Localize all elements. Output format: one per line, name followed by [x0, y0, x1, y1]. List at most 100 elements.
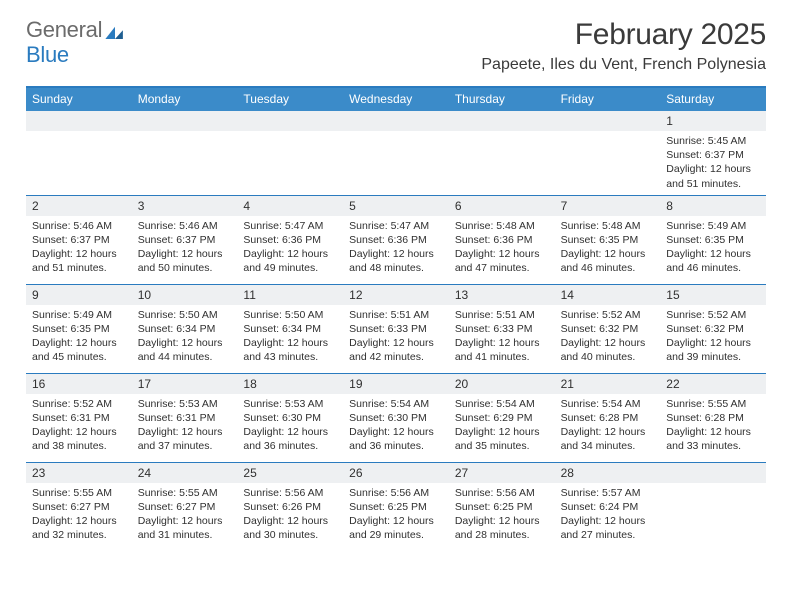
day-number: 24: [132, 463, 238, 483]
day-number: 28: [555, 463, 661, 483]
day-details: Sunrise: 5:52 AMSunset: 6:32 PMDaylight:…: [660, 305, 766, 369]
calendar-grid: SundayMondayTuesdayWednesdayThursdayFrid…: [26, 86, 766, 551]
calendar-week: 1Sunrise: 5:45 AMSunset: 6:37 PMDaylight…: [26, 111, 766, 195]
sunrise-line: Sunrise: 5:54 AM: [561, 397, 655, 411]
day-number: 25: [237, 463, 343, 483]
daylight-line-1: Daylight: 12 hours: [32, 514, 126, 528]
daylight-line-1: Daylight: 12 hours: [561, 514, 655, 528]
day-details: Sunrise: 5:56 AMSunset: 6:26 PMDaylight:…: [237, 483, 343, 547]
day-number: 15: [660, 285, 766, 305]
day-details: Sunrise: 5:47 AMSunset: 6:36 PMDaylight:…: [343, 216, 449, 280]
day-details: Sunrise: 5:50 AMSunset: 6:34 PMDaylight:…: [237, 305, 343, 369]
day-cell: 7Sunrise: 5:48 AMSunset: 6:35 PMDaylight…: [555, 196, 661, 284]
sunset-line: Sunset: 6:36 PM: [243, 233, 337, 247]
day-details: Sunrise: 5:56 AMSunset: 6:25 PMDaylight:…: [449, 483, 555, 547]
daylight-line-1: Daylight: 12 hours: [455, 247, 549, 261]
daylight-line-1: Daylight: 12 hours: [666, 336, 760, 350]
weekday-header: Thursday: [449, 88, 555, 111]
day-details: Sunrise: 5:53 AMSunset: 6:31 PMDaylight:…: [132, 394, 238, 458]
daylight-line-2: and 42 minutes.: [349, 350, 443, 364]
day-number: 1: [660, 111, 766, 131]
daylight-line-2: and 46 minutes.: [666, 261, 760, 275]
day-cell: 27Sunrise: 5:56 AMSunset: 6:25 PMDayligh…: [449, 463, 555, 551]
day-number: 16: [26, 374, 132, 394]
daylight-line-1: Daylight: 12 hours: [561, 425, 655, 439]
day-cell: 13Sunrise: 5:51 AMSunset: 6:33 PMDayligh…: [449, 285, 555, 373]
sunset-line: Sunset: 6:35 PM: [32, 322, 126, 336]
empty-cell: [449, 111, 555, 195]
daylight-line-1: Daylight: 12 hours: [349, 247, 443, 261]
daylight-line-2: and 33 minutes.: [666, 439, 760, 453]
day-cell: 26Sunrise: 5:56 AMSunset: 6:25 PMDayligh…: [343, 463, 449, 551]
day-cell: 5Sunrise: 5:47 AMSunset: 6:36 PMDaylight…: [343, 196, 449, 284]
day-cell: 28Sunrise: 5:57 AMSunset: 6:24 PMDayligh…: [555, 463, 661, 551]
daylight-line-2: and 30 minutes.: [243, 528, 337, 542]
sunrise-line: Sunrise: 5:52 AM: [561, 308, 655, 322]
daylight-line-2: and 51 minutes.: [32, 261, 126, 275]
daylight-line-1: Daylight: 12 hours: [243, 425, 337, 439]
daylight-line-1: Daylight: 12 hours: [561, 336, 655, 350]
daylight-line-1: Daylight: 12 hours: [32, 336, 126, 350]
day-cell: 8Sunrise: 5:49 AMSunset: 6:35 PMDaylight…: [660, 196, 766, 284]
sunset-line: Sunset: 6:33 PM: [349, 322, 443, 336]
weekday-header: Tuesday: [237, 88, 343, 111]
day-details: Sunrise: 5:55 AMSunset: 6:28 PMDaylight:…: [660, 394, 766, 458]
sunrise-line: Sunrise: 5:49 AM: [32, 308, 126, 322]
daylight-line-1: Daylight: 12 hours: [138, 247, 232, 261]
sunrise-line: Sunrise: 5:50 AM: [243, 308, 337, 322]
day-number: [449, 111, 555, 131]
daylight-line-1: Daylight: 12 hours: [138, 514, 232, 528]
daylight-line-2: and 43 minutes.: [243, 350, 337, 364]
title-block: February 2025 Papeete, Iles du Vent, Fre…: [481, 18, 766, 74]
day-cell: 1Sunrise: 5:45 AMSunset: 6:37 PMDaylight…: [660, 111, 766, 195]
day-number: 9: [26, 285, 132, 305]
sunset-line: Sunset: 6:28 PM: [666, 411, 760, 425]
daylight-line-2: and 28 minutes.: [455, 528, 549, 542]
sunset-line: Sunset: 6:37 PM: [32, 233, 126, 247]
day-details: Sunrise: 5:45 AMSunset: 6:37 PMDaylight:…: [660, 131, 766, 195]
sunrise-line: Sunrise: 5:48 AM: [455, 219, 549, 233]
day-details: Sunrise: 5:54 AMSunset: 6:30 PMDaylight:…: [343, 394, 449, 458]
sunrise-line: Sunrise: 5:55 AM: [666, 397, 760, 411]
sunrise-line: Sunrise: 5:48 AM: [561, 219, 655, 233]
daylight-line-2: and 48 minutes.: [349, 261, 443, 275]
day-cell: 11Sunrise: 5:50 AMSunset: 6:34 PMDayligh…: [237, 285, 343, 373]
sunrise-line: Sunrise: 5:57 AM: [561, 486, 655, 500]
sunset-line: Sunset: 6:25 PM: [349, 500, 443, 514]
sunset-line: Sunset: 6:34 PM: [138, 322, 232, 336]
empty-cell: [26, 111, 132, 195]
day-cell: 20Sunrise: 5:54 AMSunset: 6:29 PMDayligh…: [449, 374, 555, 462]
daylight-line-2: and 38 minutes.: [32, 439, 126, 453]
sunset-line: Sunset: 6:27 PM: [32, 500, 126, 514]
day-number: 14: [555, 285, 661, 305]
day-details: Sunrise: 5:54 AMSunset: 6:29 PMDaylight:…: [449, 394, 555, 458]
day-number: 6: [449, 196, 555, 216]
day-details: Sunrise: 5:54 AMSunset: 6:28 PMDaylight:…: [555, 394, 661, 458]
daylight-line-2: and 29 minutes.: [349, 528, 443, 542]
sunset-line: Sunset: 6:25 PM: [455, 500, 549, 514]
sunrise-line: Sunrise: 5:53 AM: [243, 397, 337, 411]
sunrise-line: Sunrise: 5:51 AM: [455, 308, 549, 322]
day-cell: 2Sunrise: 5:46 AMSunset: 6:37 PMDaylight…: [26, 196, 132, 284]
sunset-line: Sunset: 6:26 PM: [243, 500, 337, 514]
day-details: Sunrise: 5:49 AMSunset: 6:35 PMDaylight:…: [660, 216, 766, 280]
daylight-line-1: Daylight: 12 hours: [243, 247, 337, 261]
sunset-line: Sunset: 6:36 PM: [455, 233, 549, 247]
daylight-line-2: and 34 minutes.: [561, 439, 655, 453]
daylight-line-1: Daylight: 12 hours: [455, 425, 549, 439]
daylight-line-1: Daylight: 12 hours: [666, 247, 760, 261]
calendar-weeks: 1Sunrise: 5:45 AMSunset: 6:37 PMDaylight…: [26, 111, 766, 551]
day-cell: 18Sunrise: 5:53 AMSunset: 6:30 PMDayligh…: [237, 374, 343, 462]
weekday-header: Saturday: [660, 88, 766, 111]
weekday-header: Sunday: [26, 88, 132, 111]
sunset-line: Sunset: 6:30 PM: [243, 411, 337, 425]
weekday-header: Friday: [555, 88, 661, 111]
day-cell: 22Sunrise: 5:55 AMSunset: 6:28 PMDayligh…: [660, 374, 766, 462]
day-details: Sunrise: 5:55 AMSunset: 6:27 PMDaylight:…: [26, 483, 132, 547]
day-number: 27: [449, 463, 555, 483]
sunrise-line: Sunrise: 5:53 AM: [138, 397, 232, 411]
day-cell: 19Sunrise: 5:54 AMSunset: 6:30 PMDayligh…: [343, 374, 449, 462]
sunset-line: Sunset: 6:27 PM: [138, 500, 232, 514]
empty-cell: [343, 111, 449, 195]
day-number: 3: [132, 196, 238, 216]
